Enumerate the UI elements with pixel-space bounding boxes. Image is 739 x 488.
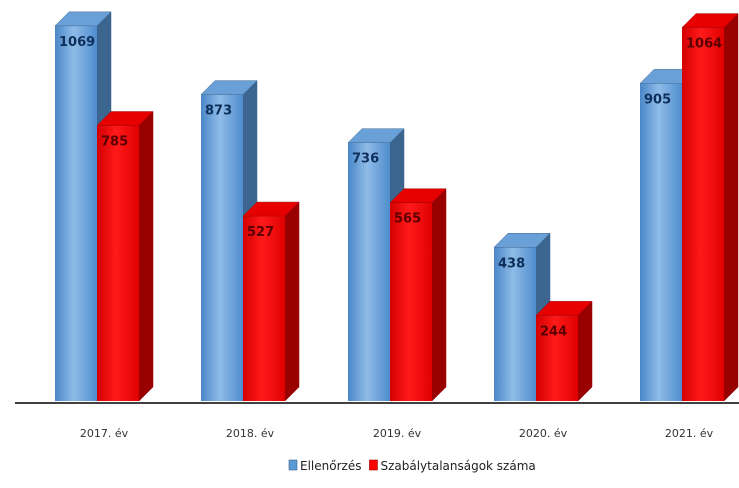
- bar-top-face: [493, 233, 551, 248]
- bar-szabalytalansag-4: 1064: [681, 13, 739, 402]
- legend-item: Szabálytalanságok száma: [369, 459, 536, 473]
- bar-value-label: 1069: [59, 35, 95, 50]
- bar-szabalytalansag-2: 565: [389, 188, 447, 402]
- legend: Ellenőrzés Szabálytalanságok száma: [288, 459, 536, 473]
- bar-szabalytalansag-3: 244: [535, 300, 593, 402]
- x-tick-label: 2019. év: [373, 427, 422, 440]
- bar-top-face: [200, 80, 258, 95]
- bar-side-face: [723, 13, 739, 402]
- bar-value-label: 1064: [686, 37, 722, 52]
- x-tick-label: 2017. év: [80, 427, 129, 440]
- x-tick-label: 2018. év: [226, 427, 275, 440]
- bar-front-face: [640, 83, 682, 401]
- bar-value-label: 438: [498, 256, 525, 271]
- bar-front-face: [348, 142, 390, 402]
- bar-front-face: [536, 315, 578, 401]
- bar-front-face: [201, 94, 243, 401]
- bar-side-face: [138, 110, 154, 402]
- bar-front-face: [55, 25, 97, 402]
- x-tick-label: 2020. év: [519, 427, 568, 440]
- bar-value-label: 736: [352, 152, 379, 167]
- bar-top-face: [389, 188, 447, 203]
- bar-side-face: [577, 300, 593, 402]
- legend-item: Ellenőrzés: [288, 459, 361, 473]
- bar-front-face: [390, 202, 432, 401]
- legend-swatch: [288, 459, 298, 471]
- bars-layer: 1069 785 873 527 736 565 438 244 905 1064: [54, 11, 739, 402]
- bar-top-face: [347, 128, 405, 143]
- legend-swatch: [369, 459, 378, 471]
- bar-front-face: [243, 216, 285, 401]
- bar-value-label: 244: [540, 324, 567, 339]
- bar-front-face: [97, 125, 139, 401]
- bar-top-face: [681, 13, 739, 28]
- bar-front-face: [682, 27, 724, 402]
- bar-value-label: 527: [247, 225, 274, 240]
- bar-value-label: 873: [205, 104, 232, 119]
- bar-top-face: [242, 201, 300, 217]
- bar-value-label: 785: [101, 135, 128, 150]
- bar-top-face: [535, 301, 593, 316]
- bar-side-face: [431, 188, 447, 402]
- bar-szabalytalansag-1: 527: [242, 201, 300, 402]
- bar-value-label: 905: [644, 92, 671, 107]
- bar-top-face: [96, 111, 154, 126]
- bar-value-label: 565: [394, 212, 421, 227]
- bar-szabalytalansag-0: 785: [96, 110, 154, 402]
- x-tick-label: 2021. év: [665, 427, 714, 440]
- legend-label: Ellenőrzés: [300, 459, 361, 473]
- legend-label: Szabálytalanságok száma: [380, 459, 535, 473]
- x-tick-labels: 2017. év 2018. év 2019. év 2020. év 2021. év: [80, 427, 714, 440]
- bar-top-face: [54, 11, 112, 27]
- bar-front-face: [494, 247, 536, 401]
- bar-side-face: [284, 201, 300, 402]
